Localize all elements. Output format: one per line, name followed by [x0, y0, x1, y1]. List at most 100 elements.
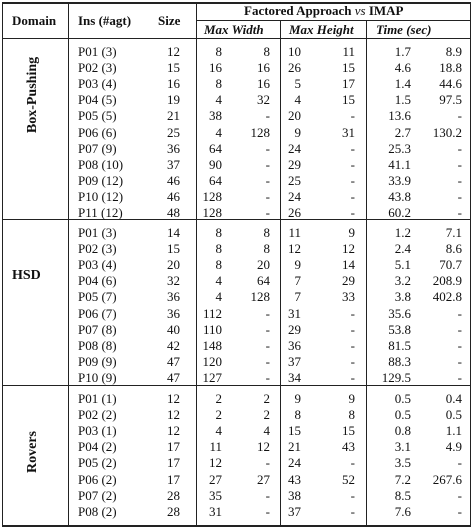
cell-h2: -: [350, 108, 355, 124]
cell-ins: P09 (12): [78, 172, 124, 188]
section-rule-1: [2, 219, 471, 220]
cell-h1: 38: [288, 487, 301, 503]
cell-t2: 1.1: [445, 423, 462, 439]
cell-size: 17: [167, 439, 180, 455]
cell-w1: 128: [202, 205, 223, 220]
cell-size: 47: [167, 369, 180, 385]
cell-w2: 4: [263, 423, 271, 439]
cell-w2: 16: [257, 76, 270, 92]
cell-t1: 3.1: [394, 439, 411, 455]
cell-size: 12: [167, 407, 180, 423]
cell-h1: 5: [294, 76, 302, 92]
cell-ins: P03 (4): [78, 76, 117, 92]
cell-w2: 8: [263, 241, 271, 257]
cell-ins: P08 (2): [78, 503, 117, 519]
cell-w1: 16: [209, 60, 222, 76]
cell-w2: -: [265, 205, 270, 220]
cell-ins: P02 (3): [78, 241, 117, 257]
cell-ins: P04 (2): [78, 439, 117, 455]
cell-ins: P04 (6): [78, 273, 117, 289]
cell-t2: -: [457, 172, 462, 188]
cell-ins: P05 (7): [78, 289, 117, 305]
cell-t2: -: [457, 188, 462, 204]
cell-size: 48: [167, 205, 180, 220]
cell-size: 20: [167, 257, 180, 273]
cell-ins: P08 (8): [78, 337, 117, 353]
cell-h1: 7: [294, 273, 302, 289]
cell-h1: 9: [294, 257, 302, 273]
cell-w2: -: [265, 305, 270, 321]
top-rule: [2, 2, 471, 4]
cell-ins: P08 (10): [78, 156, 124, 172]
cell-h2: -: [350, 321, 355, 337]
cell-t2: -: [457, 369, 462, 385]
cell-t2: -: [457, 487, 462, 503]
cell-w1: 8: [215, 225, 223, 240]
cell-t2: -: [457, 305, 462, 321]
cell-h1: 34: [288, 369, 301, 385]
cell-t1: 3.5: [394, 455, 411, 471]
cell-w2: 64: [257, 273, 270, 289]
cell-t2: 70.7: [439, 257, 462, 273]
cell-w1: 4: [215, 124, 223, 140]
cell-t1: 41.1: [388, 156, 411, 172]
cell-w2: 8: [263, 225, 271, 240]
cell-t2: 97.5: [439, 92, 462, 108]
cell-t2: 8.9: [445, 44, 462, 59]
cell-t2: -: [457, 337, 462, 353]
cell-h1: 43: [288, 471, 301, 487]
cell-h1: 15: [288, 423, 301, 439]
cell-h2: -: [350, 337, 355, 353]
cell-size: 46: [167, 188, 180, 204]
cell-h2: -: [350, 353, 355, 369]
header-subrule: [196, 20, 471, 21]
cell-t2: 402.8: [432, 289, 462, 305]
cell-t2: -: [457, 353, 462, 369]
header-group-title-post: IMAP: [365, 3, 404, 18]
cell-w1: 11: [209, 439, 222, 455]
cell-h1: 31: [288, 305, 301, 321]
cell-t2: -: [457, 321, 462, 337]
cell-w2: -: [265, 353, 270, 369]
cell-w1: 127: [202, 369, 223, 385]
cell-h2: 9: [348, 225, 356, 240]
cell-ins: P09 (9): [78, 353, 117, 369]
cell-t1: 7.6: [394, 503, 411, 519]
cell-ins: P03 (4): [78, 257, 117, 273]
cell-t1: 1.4: [394, 76, 411, 92]
cell-w1: 31: [209, 503, 222, 519]
cell-ins: P07 (2): [78, 487, 117, 503]
cell-h1: 26: [288, 205, 301, 220]
cell-ins: P07 (8): [78, 321, 117, 337]
cell-h1: 36: [288, 337, 301, 353]
cell-h1: 10: [288, 44, 301, 59]
cell-h2: 43: [342, 439, 355, 455]
vrule-right: [470, 2, 471, 527]
cell-size: 36: [167, 305, 180, 321]
cell-w2: -: [265, 321, 270, 337]
header-group-title-pre: Factored Approach: [244, 3, 355, 18]
cell-w2: 12: [257, 439, 270, 455]
cell-w1: 8: [215, 241, 223, 257]
cell-size: 21: [167, 108, 180, 124]
cell-w2: -: [265, 503, 270, 519]
header-size: Size: [158, 13, 181, 28]
cell-w1: 4: [215, 423, 223, 439]
cell-size: 15: [167, 60, 180, 76]
header-group-title-vs: vs: [354, 3, 366, 18]
cell-w1: 4: [215, 273, 223, 289]
cell-h1: 37: [288, 353, 301, 369]
cell-t1: 13.6: [388, 108, 411, 124]
cell-ins: P11 (12): [78, 205, 123, 220]
cell-w2: -: [265, 455, 270, 471]
cell-ins: P06 (7): [78, 305, 117, 321]
cell-size: 36: [167, 289, 180, 305]
cell-w1: 90: [209, 156, 222, 172]
cell-w1: 38: [209, 108, 222, 124]
cell-h2: -: [350, 503, 355, 519]
cell-size: 47: [167, 353, 180, 369]
cell-size: 17: [167, 471, 180, 487]
cell-w1: 128: [202, 188, 223, 204]
cell-t1: 53.8: [388, 321, 411, 337]
